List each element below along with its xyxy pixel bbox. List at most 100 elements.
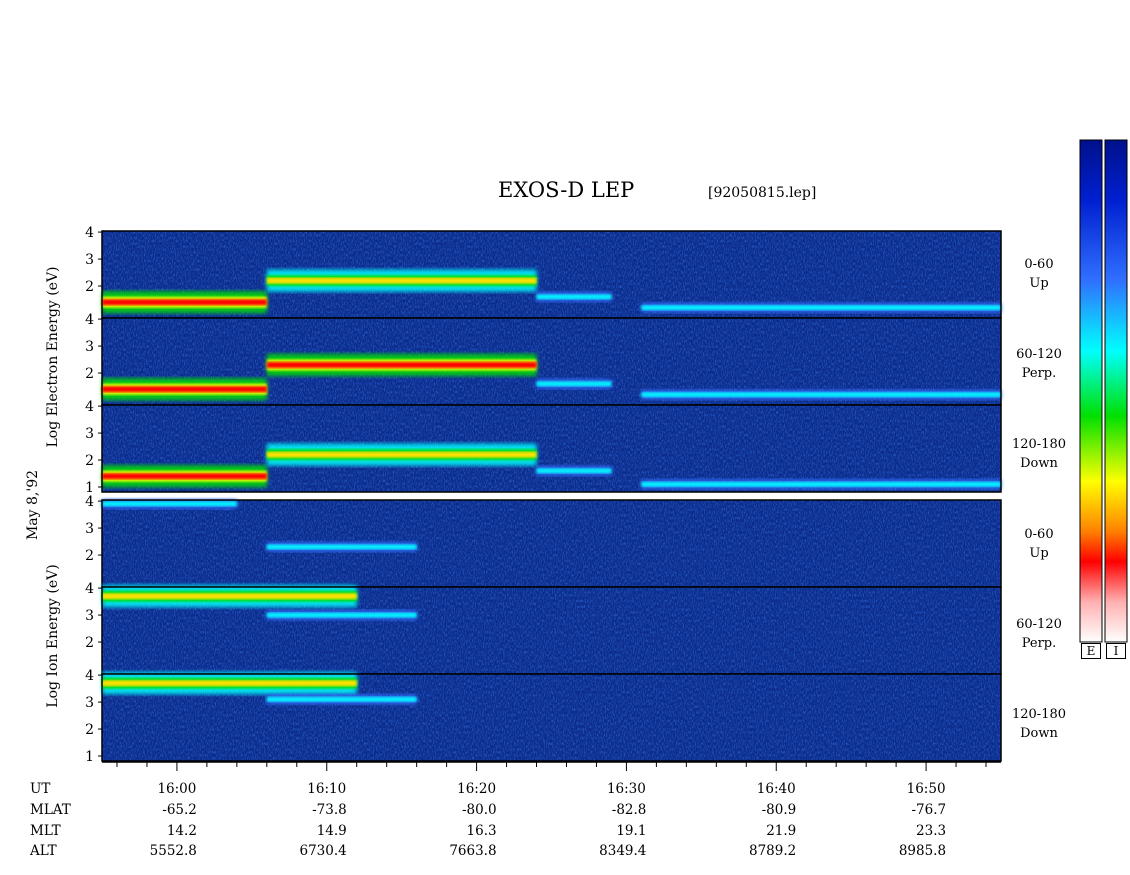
y-tick-label: 4 <box>85 312 94 328</box>
y-tick-label: 1 <box>85 480 94 496</box>
chart-title: EXOS-D LEP <box>498 178 635 202</box>
panel-1 <box>101 230 1002 319</box>
pitch-label: 0-60 <box>1024 257 1054 272</box>
y-tick-label: 2 <box>85 453 94 469</box>
spectral-band <box>536 465 612 476</box>
band-core <box>102 680 357 687</box>
panel-label-2: 60-120 Perp. <box>1004 345 1074 383</box>
band-mid <box>641 392 1001 398</box>
spectral-band <box>266 443 537 466</box>
panel-6 <box>101 672 1002 762</box>
panel-label-6: 120-180 Down <box>1004 705 1074 743</box>
table-cell-ut: 16:30 <box>606 781 646 797</box>
pitch-label: 120-180 <box>1011 707 1067 722</box>
pitch-label: 60-120 <box>1016 617 1062 632</box>
y-tick-label: 3 <box>85 695 94 711</box>
table-cell-mlat: -80.0 <box>461 802 497 818</box>
spectral-band <box>641 302 1001 313</box>
table-cell-mlt: 16.3 <box>466 823 497 839</box>
table-cell-mlat: -80.9 <box>761 802 797 818</box>
band-mid <box>536 294 612 300</box>
spectral-band <box>266 269 537 292</box>
table-cell-mlt: 14.9 <box>316 823 347 839</box>
y-tick-label: 4 <box>85 668 94 684</box>
spectral-band <box>102 378 267 401</box>
spectral-band <box>266 541 417 552</box>
direction-label: Up <box>1029 546 1049 561</box>
y-tick-label: 2 <box>85 635 94 651</box>
y-tick-label: 2 <box>85 366 94 382</box>
panel-label-5: 60-120 Perp. <box>1004 615 1074 653</box>
table-cell-mlat: -82.8 <box>611 802 647 818</box>
pitch-label: 120-180 <box>1011 437 1067 452</box>
panel-5 <box>101 585 1002 675</box>
panel-2 <box>101 317 1002 406</box>
direction-label: Up <box>1029 276 1049 291</box>
panel-border <box>101 673 1002 762</box>
table-cell-mlat: -76.7 <box>911 802 947 818</box>
table-cell-alt: 8985.8 <box>898 843 947 859</box>
band-mid <box>536 381 612 387</box>
y-tick-label: 3 <box>85 608 94 624</box>
band-core <box>266 451 537 458</box>
table-cell-ut: 16:50 <box>906 781 946 797</box>
panel-noise <box>102 500 1001 587</box>
table-cell-alt: 6730.4 <box>299 843 347 859</box>
row-label-mlt: MLT <box>30 823 61 839</box>
table-cell-ut: 16:40 <box>756 781 796 797</box>
row-label-mlat: MLAT <box>30 802 71 818</box>
spectral-band <box>102 465 267 488</box>
band-core <box>102 386 267 393</box>
panel-group <box>101 230 1002 762</box>
band-core <box>266 361 537 368</box>
panel-label-4: 0-60 Up <box>1004 525 1074 563</box>
electron-colorbar-label: E <box>1081 643 1101 659</box>
y-tick-label: 4 <box>85 225 94 241</box>
spectral-band <box>102 585 357 608</box>
y-tick-label: 4 <box>85 581 94 597</box>
y-tick-label: 2 <box>85 722 94 738</box>
y-tick-label: 3 <box>85 339 94 355</box>
panel-label-3: 120-180 Down <box>1004 435 1074 473</box>
spectral-band <box>641 389 1001 400</box>
band-mid <box>536 468 612 474</box>
row-label-alt: ALT <box>30 843 57 859</box>
band-mid <box>266 544 417 550</box>
table-cell-mlat: -73.8 <box>312 802 347 818</box>
ion-colorbar-label: I <box>1106 643 1126 659</box>
spectral-band <box>266 694 417 705</box>
band-mid <box>266 612 417 618</box>
ion-colorbar <box>1104 139 1128 643</box>
spectral-band <box>102 672 357 695</box>
table-cell-ut: 16:10 <box>307 781 347 797</box>
table-cell-alt: 7663.8 <box>449 843 497 859</box>
band-core <box>266 277 537 284</box>
table-cell-ut: 16:00 <box>157 781 197 797</box>
table-cell-mlt: 14.2 <box>166 823 197 839</box>
band-mid <box>641 305 1001 311</box>
table-cell-ut: 16:20 <box>457 781 497 797</box>
table-cell-mlt: 19.1 <box>616 823 647 839</box>
table-cell-mlt: 21.9 <box>766 823 797 839</box>
y-tick-label: 3 <box>85 252 94 268</box>
spectral-band <box>266 353 537 376</box>
spectral-band <box>641 479 1001 490</box>
band-core <box>102 473 267 480</box>
band-core <box>102 299 267 306</box>
band-mid <box>641 481 1001 487</box>
table-cell-alt: 5552.8 <box>149 843 197 859</box>
y-tick-label: 2 <box>85 548 94 564</box>
panel-3 <box>101 404 1002 493</box>
spectral-band <box>536 291 612 302</box>
band-mid <box>266 696 417 702</box>
direction-label: Down <box>1020 726 1058 741</box>
pitch-label: 0-60 <box>1024 527 1054 542</box>
y-tick-label: 3 <box>85 521 94 537</box>
pitch-label: 60-120 <box>1016 347 1062 362</box>
y-tick-label: 4 <box>85 494 94 510</box>
y-tick-label: 2 <box>85 279 94 295</box>
band-core <box>102 593 357 600</box>
panel-border <box>101 404 1002 493</box>
file-name: [92050815.lep] <box>708 185 817 201</box>
